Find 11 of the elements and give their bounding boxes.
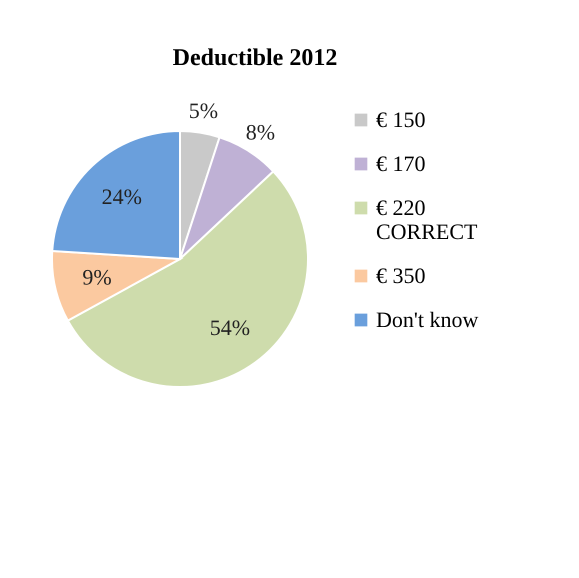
data-label: 8% [246, 119, 276, 144]
chart-title: Deductible 2012 [172, 44, 338, 71]
data-label: 24% [102, 184, 142, 210]
legend-label: Don't know [376, 307, 478, 332]
legend-label: € 350 [376, 263, 426, 288]
legend-label: € 170 [376, 151, 426, 176]
data-label: 9% [82, 264, 112, 290]
data-label: 54% [210, 314, 250, 340]
legend-label: € 220 CORRECT [376, 195, 478, 244]
legend-label: € 150 [376, 107, 426, 132]
data-label: 5% [188, 98, 218, 123]
